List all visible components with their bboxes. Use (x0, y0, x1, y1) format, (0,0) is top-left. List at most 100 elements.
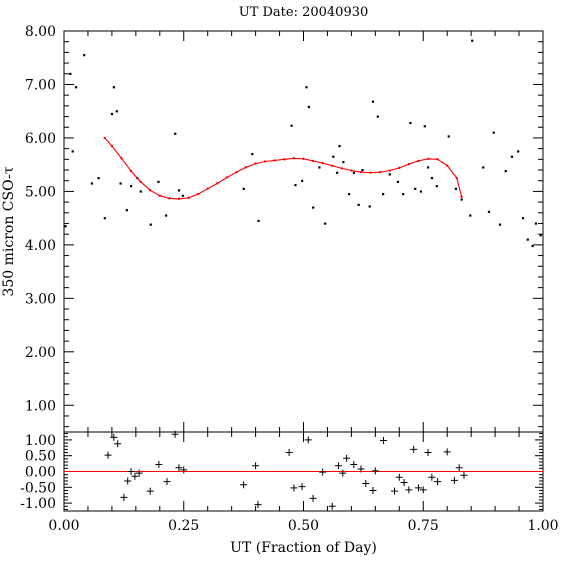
fit-curve-vertex (388, 169, 391, 172)
residual-point (304, 436, 312, 444)
data-point (510, 155, 514, 158)
residual-point (350, 461, 358, 469)
resid-y-tick-label: -1.00 (20, 496, 56, 512)
y-tick-label: 8.00 (25, 24, 56, 40)
data-point (332, 155, 335, 158)
data-point (396, 180, 400, 183)
residual-point (371, 467, 379, 475)
residual-point (343, 454, 351, 462)
main-panel: UT Date: 20040930 1.00 2.00 3.00 4.00 5.00 6.0… (1, 5, 544, 433)
data-point (504, 170, 507, 173)
y-tick-label: 7.00 (25, 77, 56, 93)
fit-curve (104, 137, 463, 200)
data-point (312, 206, 315, 209)
data-point (307, 105, 310, 109)
x-tick-label: 0.00 (48, 518, 79, 534)
residual-point (135, 469, 143, 477)
data-point (447, 135, 450, 138)
fit-curve-vertex (263, 160, 267, 163)
data-point (294, 183, 297, 187)
data-point (469, 214, 472, 217)
residual-point (455, 464, 463, 472)
data-point (336, 171, 339, 174)
fit-curve-vertex (244, 166, 248, 169)
residual-point (319, 468, 327, 476)
resid-y-tick-label: 1.00 (25, 433, 56, 449)
residual-point (434, 478, 442, 486)
fit-curve-vertex (254, 162, 257, 165)
data-point (419, 190, 423, 193)
fit-curve-vertex (311, 159, 315, 163)
fit-curve-vertex (455, 176, 458, 180)
data-point (69, 72, 72, 75)
data-point (139, 190, 142, 193)
data-point (301, 179, 304, 182)
residual-point (443, 448, 451, 456)
fit-curve-vertex (436, 158, 439, 161)
data-point (357, 203, 360, 206)
residual-point (290, 484, 298, 492)
data-point (342, 160, 345, 164)
data-point (526, 238, 529, 241)
residual-point (155, 461, 163, 469)
residual-point (328, 502, 336, 510)
data-point (251, 152, 254, 156)
residual-point (334, 462, 342, 470)
data-point (539, 234, 542, 237)
data-point (305, 86, 308, 89)
residual-point (428, 473, 436, 481)
residual-point (254, 501, 262, 509)
data-point (157, 180, 160, 183)
fit-curve-vertex (417, 159, 420, 163)
data-point (482, 166, 485, 169)
fit-curve-vertex (196, 192, 200, 196)
fit-curve-vertex (168, 197, 171, 200)
residual-point (419, 486, 427, 494)
data-point (454, 187, 458, 190)
fit-curve-vertex (398, 166, 401, 170)
data-point (83, 54, 86, 57)
residual-point (240, 481, 248, 489)
fit-curve-vertex (283, 158, 286, 161)
data-point (402, 193, 405, 196)
data-point (112, 86, 116, 89)
fit-curve-vertex (378, 170, 382, 174)
residual-point (104, 451, 112, 459)
fit-curve-vertex (129, 169, 133, 173)
residual-point (124, 477, 132, 485)
x-axis-label: UT (Fraction of Day) (230, 540, 377, 556)
data-point (338, 144, 341, 148)
y-tick-label: 5.00 (25, 184, 56, 200)
data-point (177, 189, 181, 192)
data-point (487, 210, 491, 213)
fit-curve-vertex (350, 169, 353, 172)
residual-point (309, 494, 317, 502)
data-point (471, 39, 474, 42)
fit-curve-vertex (110, 144, 114, 148)
data-point (318, 166, 321, 169)
data-point (64, 225, 67, 228)
residual-point (163, 478, 171, 486)
data-point (119, 182, 122, 185)
data-point (130, 185, 133, 188)
data-point (242, 187, 245, 190)
data-point (371, 100, 375, 103)
residual-point (180, 466, 188, 474)
data-point (361, 169, 364, 172)
main-plot-frame (63, 30, 544, 433)
residual-point (171, 430, 179, 438)
resid-y-tick-label: -0.50 (20, 480, 56, 496)
residual-point (110, 433, 118, 441)
y-tick-label: 3.00 (25, 291, 56, 307)
fit-curve-vertex (446, 164, 449, 167)
fit-curve-vertex (331, 164, 334, 167)
fit-curve-vertex (225, 176, 229, 179)
y-tick-label: 4.00 (25, 238, 56, 254)
residual-point (146, 487, 154, 495)
resid-y-tick-label: 0.00 (25, 465, 56, 481)
residual-point (175, 464, 183, 472)
data-point (125, 209, 128, 212)
residual-point (369, 486, 377, 494)
fit-curve-vertex (177, 197, 181, 201)
